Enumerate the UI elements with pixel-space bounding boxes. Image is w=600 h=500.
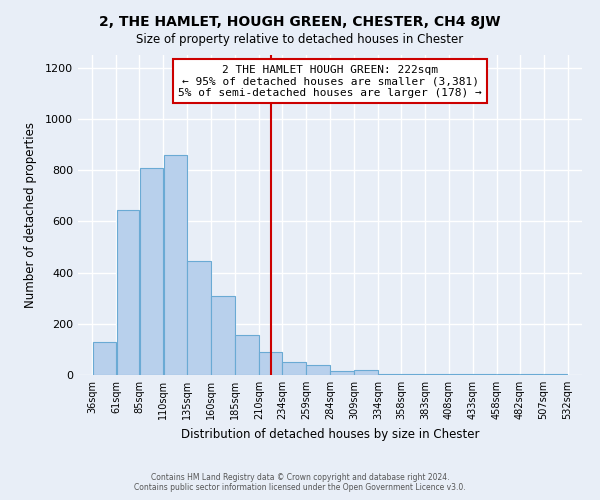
Bar <box>235 336 259 375</box>
Bar <box>497 374 520 375</box>
Text: Size of property relative to detached houses in Chester: Size of property relative to detached ho… <box>136 32 464 46</box>
Bar <box>378 374 401 375</box>
Bar <box>473 374 496 375</box>
Bar <box>401 374 425 375</box>
Bar <box>187 261 211 375</box>
Bar <box>283 362 306 375</box>
Bar <box>140 168 163 375</box>
Bar <box>259 352 282 375</box>
Bar <box>164 155 187 375</box>
Text: 2, THE HAMLET, HOUGH GREEN, CHESTER, CH4 8JW: 2, THE HAMLET, HOUGH GREEN, CHESTER, CH4… <box>99 15 501 29</box>
Bar <box>425 374 449 375</box>
Bar <box>92 342 116 375</box>
X-axis label: Distribution of detached houses by size in Chester: Distribution of detached houses by size … <box>181 428 479 440</box>
Bar <box>116 210 139 375</box>
Bar <box>306 365 330 375</box>
Bar <box>449 374 473 375</box>
Bar <box>330 371 354 375</box>
Text: Contains HM Land Registry data © Crown copyright and database right 2024.
Contai: Contains HM Land Registry data © Crown c… <box>134 473 466 492</box>
Bar <box>544 374 568 375</box>
Text: 2 THE HAMLET HOUGH GREEN: 222sqm
← 95% of detached houses are smaller (3,381)
5%: 2 THE HAMLET HOUGH GREEN: 222sqm ← 95% o… <box>178 64 482 98</box>
Bar <box>354 370 377 375</box>
Y-axis label: Number of detached properties: Number of detached properties <box>23 122 37 308</box>
Bar <box>211 296 235 375</box>
Bar <box>520 374 544 375</box>
